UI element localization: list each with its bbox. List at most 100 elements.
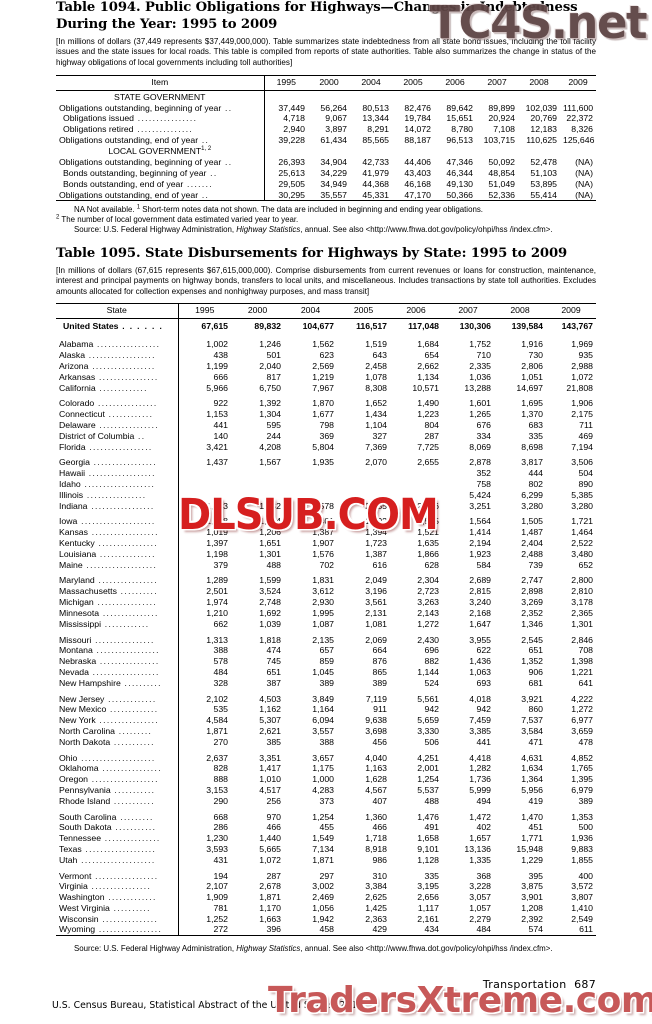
table-cell: 102,039	[525, 102, 557, 113]
leader-dots: ..........	[116, 586, 158, 597]
table-cell: 272	[178, 924, 231, 936]
table-cell: 5,561	[417, 693, 439, 704]
row-stub-state: West Virginia ..........	[56, 902, 179, 914]
col-header-2007: 2007	[442, 302, 494, 319]
table-cell: 2,656	[417, 892, 439, 903]
table-cell: 711	[579, 420, 593, 430]
table-cell: 402	[476, 822, 492, 833]
table-cell: 2,335	[469, 360, 491, 371]
row-label: Obligations outstanding, beginning of ye…	[59, 102, 222, 113]
table-cell: 2,161	[417, 913, 439, 924]
table-cell: 389	[578, 795, 594, 806]
table-cell: 1,208	[521, 902, 543, 913]
table-row: New Jersey ............. 2,102 4,503 3,849 7…	[56, 688, 596, 704]
table-cell: 466	[372, 822, 388, 833]
row-stub-state: Connecticut ............	[56, 408, 179, 420]
table-cell: 1,969	[571, 339, 593, 350]
table-cell: 441	[213, 420, 229, 430]
table-1094-notes: NA Not available. 1 Short-term notes dat…	[56, 204, 596, 236]
table-cell: 456	[372, 736, 388, 747]
row-label: Obligations issued	[63, 113, 134, 124]
table-cell: 1,164	[312, 704, 334, 715]
col-header-2009: 2009	[546, 302, 596, 319]
row-stub-united-states: United States . . . . . .	[56, 318, 179, 334]
table-cell: 882	[424, 656, 440, 667]
table-cell: 96,513	[446, 135, 473, 146]
row-label: Louisiana	[59, 548, 97, 559]
row-stub-state: Iowa ....................	[56, 510, 179, 527]
table-row: Alaska .................. 438 501 623 643 654…	[56, 349, 596, 361]
table-row-total: United States . . . . . . 67,615 89,832 104…	[56, 318, 596, 334]
table-cell: 88,187	[404, 135, 431, 146]
table-cell: 1,395	[571, 774, 593, 785]
table-cell: 3,593	[206, 843, 228, 854]
table-cell: 1,010	[259, 774, 281, 785]
row-label: North Dakota	[59, 736, 111, 747]
table-cell: 6,750	[259, 382, 281, 393]
row-label: Georgia	[59, 457, 90, 468]
table-cell: 1,036	[469, 371, 491, 382]
table-cell: 1,387	[365, 548, 387, 559]
row-label: District of Columbia	[59, 430, 135, 441]
table-row: Michigan ................ 1,974 2,748 2,930…	[56, 596, 596, 608]
table-cell: 611	[546, 924, 596, 936]
leader-dots: ..................	[87, 774, 159, 785]
row-label: Arkansas	[59, 371, 96, 382]
table-cell: 1,206	[259, 527, 281, 538]
table-cell: 2,748	[259, 597, 281, 608]
col-header-2009: 2009	[560, 74, 596, 91]
table-cell: 1,866	[417, 548, 439, 559]
table-cell: 865	[372, 666, 388, 677]
table-row: Wisconsin ............... 1,252 1,663 1,942…	[56, 913, 596, 925]
table-cell: 45,331	[350, 189, 392, 201]
table-cell: 140	[213, 430, 229, 441]
leader-dots: ................	[96, 656, 160, 667]
table-cell: 13,288	[464, 382, 491, 393]
row-label: Washington	[59, 892, 105, 903]
table-row: Florida ................. 3,421 4,208 5,804…	[56, 441, 596, 452]
table-cell: 2,235	[365, 500, 387, 511]
table-row: Maine ................... 379 488 702 616 628…	[56, 559, 596, 570]
row-label: Alabama	[59, 339, 94, 350]
table-cell: 5,966	[206, 382, 228, 393]
table-cell: 7,369	[365, 441, 387, 452]
table-cell: 710	[476, 350, 492, 361]
row-stub: Obligations outstanding, end of year ..	[56, 189, 265, 201]
table-cell	[284, 479, 337, 490]
table-cell: 1,163	[365, 763, 387, 774]
table-cell: 395	[528, 870, 544, 881]
col-header-1995: 1995	[178, 302, 231, 319]
table-cell: 474	[266, 645, 282, 656]
footer-section-page: Transportation 687	[56, 978, 596, 991]
table-cell: 1,437	[206, 457, 228, 468]
row-stub-state: Texas ...................	[56, 843, 179, 855]
table-cell: 47,346	[446, 157, 473, 168]
table-cell: 702	[319, 559, 335, 570]
table-cell: 484	[213, 666, 229, 677]
row-label: Nebraska	[59, 656, 97, 667]
table-cell: 20,924	[488, 113, 515, 124]
table-cell: 1,663	[259, 913, 281, 924]
leader-dots: .................	[87, 500, 155, 511]
table-cell: 15,948	[516, 843, 543, 854]
table-cell: 46,168	[404, 178, 431, 189]
table-cell: 388	[319, 736, 335, 747]
table-cell: 287	[424, 430, 440, 441]
table-cell: 2,988	[571, 360, 593, 371]
table-cell: 2,930	[312, 597, 334, 608]
table-cell: 3,901	[521, 892, 543, 903]
table-cell: 3,421	[206, 441, 228, 452]
table-row: Bonds outstanding, end of year ....... 29…	[56, 178, 596, 190]
table-cell: 986	[372, 854, 388, 865]
table-row: Massachusetts .......... 2,501 3,524 3,612 3…	[56, 585, 596, 597]
table-cell: (NA)	[575, 178, 593, 189]
table-cell: 1,078	[365, 371, 387, 382]
row-stub-state: North Carolina .........	[56, 725, 179, 737]
leader-dots: ..	[206, 167, 218, 178]
table-cell: 471	[528, 736, 544, 747]
table-cell: 1,470	[521, 811, 543, 822]
table-cell: 2,501	[206, 586, 228, 597]
table-cell: 8,291	[367, 124, 389, 135]
row-stub-state: Arkansas ................	[56, 371, 179, 383]
table-1094-header: Item 1995 2000 2004 2005 2006 2007 2008 …	[56, 74, 596, 91]
